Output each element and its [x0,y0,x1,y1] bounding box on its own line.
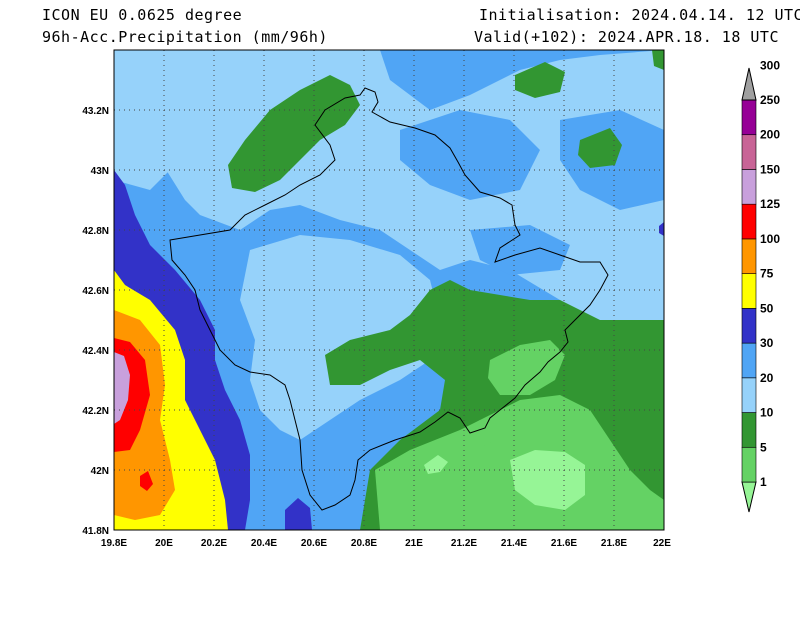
y-axis-labels: 43.2N 43N 42.8N 42.6N 42.4N 42.2N 42N 41… [82,106,109,537]
colorbar-swatch [741,273,757,309]
field-green-light-2 [424,455,448,474]
colorbar-swatch [741,203,757,240]
field-green-dark-corner [652,50,664,70]
colorbar-level-label: 20 [760,371,774,385]
colorbar: 1 5 10 20 30 50 75 100 125 150 200 250 300 [741,58,780,513]
field-lilac-west [114,352,130,424]
model-title: ICON EU 0.0625 degree [42,6,243,24]
field-blue-light-center [240,235,440,440]
y-tick-label: 42.6N [82,286,109,297]
field-green-dark-north [228,75,360,192]
x-tick-label: 19.8E [101,538,127,549]
x-tick-label: 21.8E [601,538,627,549]
field-blue-dark-east-dot [659,222,664,236]
colorbar-swatch [741,412,757,448]
x-tick-label: 20.4E [251,538,277,549]
colorbar-level-label: 30 [760,336,774,350]
colorbar-swatch [741,99,757,136]
colorbar-swatch [741,134,757,170]
field-red-south [140,471,153,491]
y-tick-label: 42.8N [82,226,109,237]
y-tick-label: 42.4N [82,346,109,357]
x-tick-label: 20.6E [301,538,327,549]
plot-frame [113,49,665,531]
field-blue-light-west [114,50,210,190]
colorbar-upper-triangle [741,67,757,101]
colorbar-level-label: 250 [760,93,780,107]
field-green-mid-small [465,420,495,448]
colorbar-level-label: 75 [760,267,774,281]
y-tick-label: 43N [91,166,109,177]
field-blue-mid-patch-1 [400,110,540,200]
colorbar-level-label: 200 [760,128,780,142]
colorbar-level-label: 50 [760,301,774,315]
colorbar-level-label: 150 [760,162,780,176]
init-time: Initialisation: 2024.04.14. 12 UTC [479,6,800,24]
y-tick-label: 41.8N [82,526,109,537]
colorbar-level-label: 1 [760,475,767,489]
x-axis-labels: 19.8E 20E 20.2E 20.4E 20.6E 20.8E 21E 21… [101,538,671,549]
x-tick-label: 21.2E [451,538,477,549]
y-tick-label: 42N [91,466,109,477]
x-tick-label: 20.2E [201,538,227,549]
field-blue-dark-south [285,498,312,530]
field-green-light-1 [510,450,585,510]
x-tick-label: 20E [155,538,173,549]
lat-lon-grid [114,50,664,530]
country-border [169,87,609,511]
field-green-dark-east [578,128,622,168]
colorbar-lower-triangle [741,481,757,513]
y-tick-label: 42.2N [82,406,109,417]
colorbar-swatch [741,238,757,274]
x-tick-label: 21.4E [501,538,527,549]
colorbar-level-label: 100 [760,232,780,246]
x-tick-label: 22E [653,538,671,549]
colorbar-swatch [741,377,757,413]
colorbar-level-label: 10 [760,406,774,420]
colorbar-swatch [741,308,757,344]
variable-title: 96h-Acc.Precipitation (mm/96h) [42,28,328,46]
colorbar-level-label: 300 [760,58,780,72]
x-tick-label: 21.6E [551,538,577,549]
x-tick-label: 20.8E [351,538,377,549]
field-green-dark-northeast [515,62,565,98]
field-green-mid-center [488,340,565,395]
colorbar-swatch [741,446,757,483]
valid-time: Valid(+102): 2024.APR.18. 18 UTC [474,28,779,46]
colorbar-level-label: 125 [760,197,780,211]
x-tick-label: 21E [405,538,423,549]
y-tick-label: 43.2N [82,106,109,117]
colorbar-swatch [741,169,757,205]
colorbar-swatch [741,342,757,379]
colorbar-level-label: 5 [760,440,767,454]
